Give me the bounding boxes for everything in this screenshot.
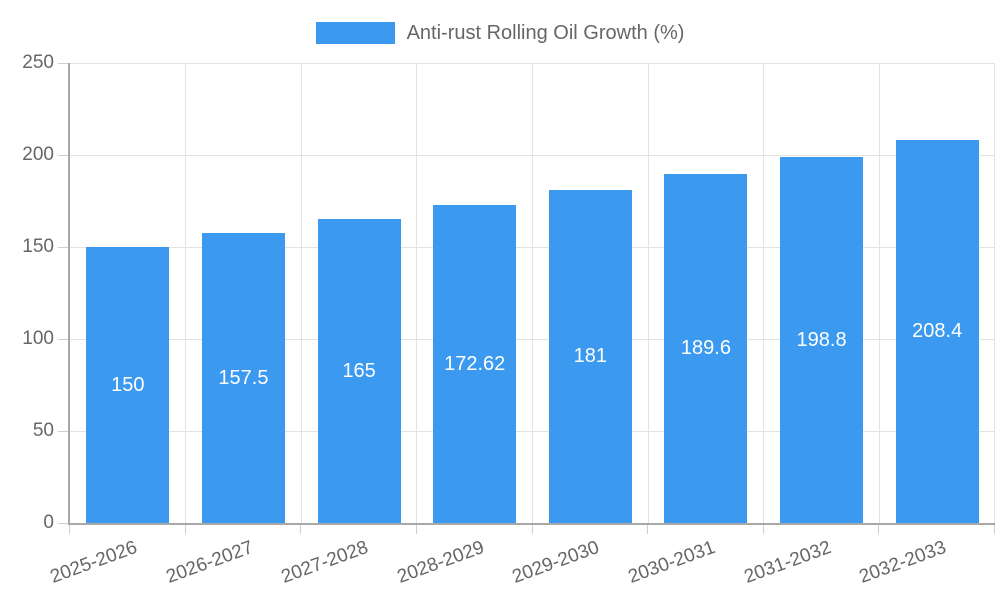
x-tick-label: 2028-2029 [394, 537, 487, 588]
y-tick-label: 100 [22, 328, 54, 349]
x-tick-mark [994, 525, 995, 534]
x-tick-label: 2027-2028 [278, 537, 372, 588]
legend-swatch [315, 22, 395, 44]
x-tick-mark [762, 525, 764, 534]
y-tick-mark [58, 338, 68, 340]
x-tick-mark [415, 525, 417, 534]
bar: 198.8 [780, 157, 864, 523]
x-gridline [763, 63, 765, 523]
y-tick-label: 0 [43, 512, 54, 533]
x-tick-mark [300, 525, 302, 534]
x-gridline [532, 63, 533, 523]
x-tick-label: 2026-2027 [163, 537, 256, 588]
bar-value-label: 181 [573, 344, 607, 367]
x-tick-label: 2030-2031 [625, 537, 719, 588]
bar: 208.4 [895, 139, 979, 523]
bar-value-label: 150 [111, 373, 145, 396]
y-tick-mark [58, 522, 68, 524]
bar-value-label: 208.4 [912, 319, 963, 342]
y-tick-label: 50 [32, 420, 54, 441]
x-gridline [300, 63, 302, 523]
x-tick-label: 2025-2026 [47, 537, 140, 588]
x-tick-mark [69, 525, 70, 534]
bar: 189.6 [664, 174, 748, 523]
x-tick-mark [184, 525, 186, 534]
bar-value-label: 172.62 [444, 352, 506, 375]
x-tick-label: 2031-2032 [741, 537, 834, 588]
y-tick-mark [58, 154, 68, 156]
y-tick-label: 150 [22, 236, 54, 257]
x-gridline [647, 63, 649, 523]
bar-value-label: 189.6 [680, 337, 731, 360]
x-tick-mark [531, 525, 533, 534]
y-tick-mark [58, 430, 68, 432]
bar-value-label: 157.5 [218, 366, 269, 389]
bar-value-label: 198.8 [796, 328, 847, 351]
bar-value-label: 165 [342, 359, 376, 382]
x-tick-label: 2029-2030 [509, 537, 603, 588]
legend[interactable]: Anti-rust Rolling Oil Growth (%) [0, 22, 1000, 44]
x-gridline [185, 63, 187, 523]
y-tick-label: 250 [22, 52, 54, 73]
y-tick-mark [58, 246, 68, 248]
x-gridline [994, 63, 995, 523]
x-gridline [416, 63, 418, 523]
bar: 165 [317, 219, 401, 523]
y-tick-mark [58, 62, 68, 64]
x-gridline [878, 63, 880, 523]
bar: 172.62 [433, 205, 517, 523]
plot-area: 150 157.5 165 172.62 181 189.6 198.8 208.4 [58, 62, 995, 534]
x-tick-mark [647, 525, 649, 534]
x-tick-mark [878, 525, 880, 534]
bar: 157.5 [201, 233, 285, 523]
bar: 181 [548, 189, 632, 523]
x-tick-label: 2032-2033 [856, 537, 950, 588]
bar: 150 [86, 247, 170, 523]
y-tick-label: 200 [22, 144, 54, 165]
legend-label: Anti-rust Rolling Oil Growth (%) [406, 22, 685, 44]
